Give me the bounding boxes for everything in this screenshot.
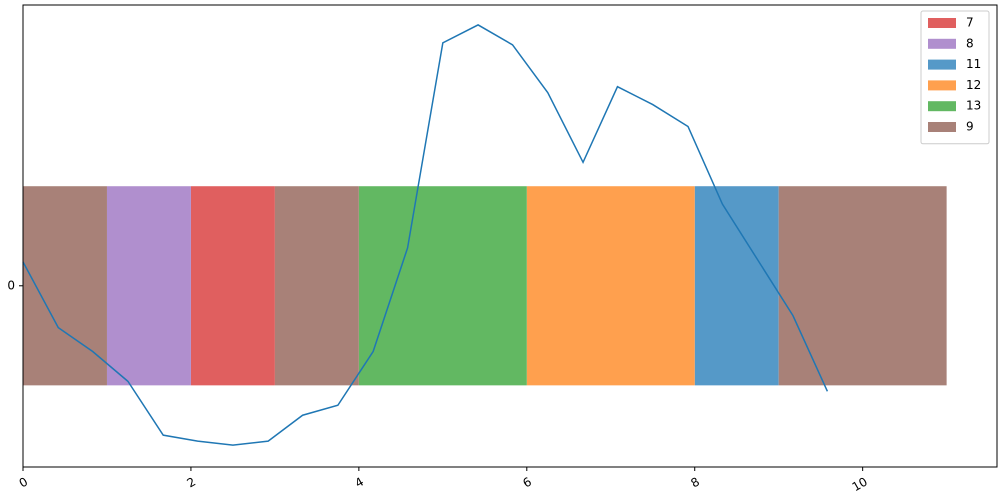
legend-swatch <box>928 122 956 132</box>
bar-segment <box>106 186 191 386</box>
legend-label: 8 <box>966 36 974 50</box>
legend-swatch <box>928 38 956 49</box>
plot-frame <box>22 4 998 468</box>
legend-label: 7 <box>966 16 974 30</box>
legend-swatch <box>928 59 956 70</box>
legend-swatch <box>928 101 956 112</box>
x-tick-label: 2 <box>185 475 199 491</box>
x-tick-label: 10 <box>850 475 870 495</box>
y-tick-label: 0 <box>7 278 15 292</box>
bar-segment <box>694 186 779 386</box>
bar-segment <box>778 186 947 386</box>
legend-swatch <box>928 80 956 91</box>
line <box>22 24 829 446</box>
legend-label: 11 <box>966 57 981 71</box>
x-tick-label: 4 <box>352 475 366 491</box>
legend-label: 13 <box>966 99 981 113</box>
bar-segment <box>358 186 527 386</box>
bar-segment <box>190 186 275 386</box>
bar-segment <box>526 186 695 386</box>
x-tick-label: 8 <box>688 475 702 491</box>
legend: 7 8 11 12 13 9 <box>920 10 990 145</box>
bar-segment <box>274 186 359 386</box>
legend-label: 9 <box>966 120 974 134</box>
x-tick-label: 0 <box>17 475 31 491</box>
legend-swatch <box>928 18 956 28</box>
x-tick-label: 6 <box>520 475 534 491</box>
legend-label: 12 <box>966 78 981 92</box>
